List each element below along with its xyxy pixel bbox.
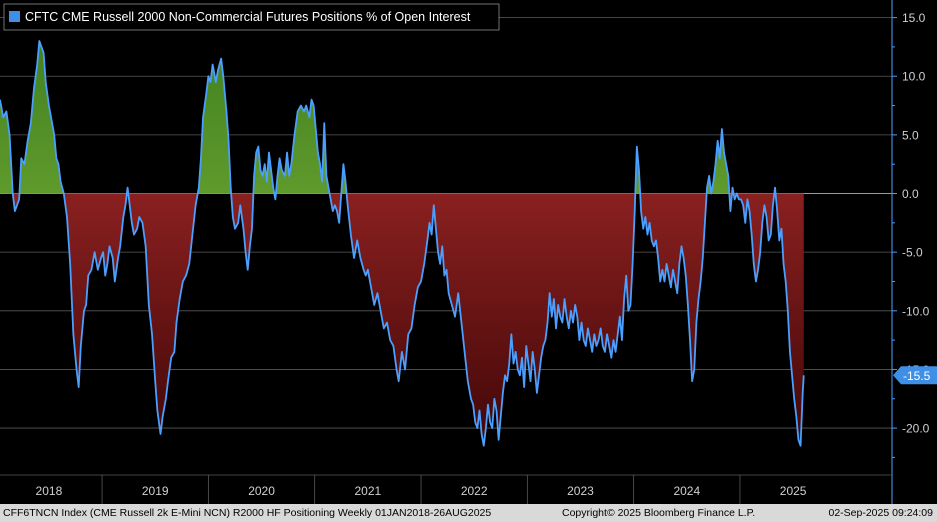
x-axis: 2018 2019 2020 2021 2022 2023 2024 2025	[0, 474, 892, 498]
x-tick-label: 2019	[142, 484, 169, 498]
footer-source: CFF6TNCN Index (CME Russell 2k E-Mini NC…	[3, 507, 492, 519]
last-value-tag: -15.5	[893, 366, 937, 385]
y-axis: 15.010.05.00.0-5.0-10.0-15.0-20.0	[891, 0, 930, 504]
x-tick-label: 2022	[461, 484, 488, 498]
y-tick-label: 5.0	[902, 128, 919, 142]
last-value-marker	[893, 366, 937, 385]
y-tick-label: 0.0	[902, 187, 919, 201]
area-fills	[0, 41, 804, 446]
last-value-label: -15.5	[903, 369, 931, 383]
legend: CFTC CME Russell 2000 Non-Commercial Fut…	[3, 3, 500, 31]
y-tick-label: 10.0	[902, 70, 926, 84]
x-tick-label: 2021	[355, 484, 382, 498]
series-line-group	[0, 40, 805, 447]
x-tick-label: 2025	[780, 484, 807, 498]
y-tick-label: -10.0	[902, 304, 930, 318]
negative-area	[0, 193, 804, 446]
x-tick-label: 2024	[673, 484, 700, 498]
x-tick-label: 2018	[36, 484, 63, 498]
footer-bar: CFF6TNCN Index (CME Russell 2k E-Mini NC…	[0, 504, 937, 522]
y-tick-label: -5.0	[902, 246, 923, 260]
x-tick-label: 2023	[567, 484, 594, 498]
x-dividers	[101, 475, 741, 504]
x-tick-label: 2020	[248, 484, 275, 498]
series-line	[0, 40, 805, 447]
legend-box	[3, 3, 500, 31]
legend-swatch	[9, 11, 20, 22]
footer-timestamp: 02-Sep-2025 09:24:09	[828, 507, 933, 519]
chart-title: CFTC CME Russell 2000 Non-Commercial Fut…	[25, 10, 471, 24]
y-tick-label: -20.0	[902, 422, 930, 436]
footer-copyright: Copyright© 2025 Bloomberg Finance L.P.	[562, 507, 756, 519]
y-tick-label: 15.0	[902, 11, 926, 25]
